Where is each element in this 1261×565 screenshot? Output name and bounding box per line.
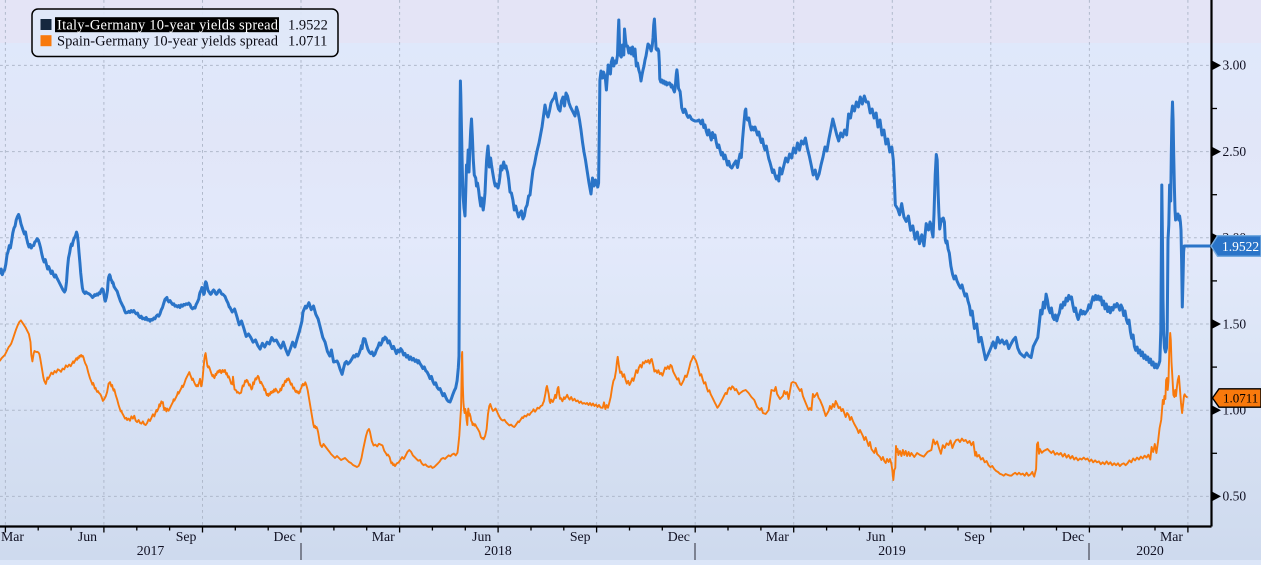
svg-text:Mar: Mar — [372, 529, 395, 544]
svg-text:Dec: Dec — [273, 529, 295, 544]
svg-text:Jun: Jun — [472, 529, 491, 544]
svg-text:1.0711: 1.0711 — [288, 34, 327, 50]
svg-text:3.00: 3.00 — [1223, 58, 1247, 73]
svg-text:2020: 2020 — [1136, 543, 1164, 558]
svg-text:1.9522: 1.9522 — [1222, 239, 1259, 254]
svg-text:1.50: 1.50 — [1223, 316, 1247, 331]
svg-text:2018: 2018 — [484, 543, 512, 558]
svg-text:Mar: Mar — [1160, 529, 1183, 544]
svg-text:Mar: Mar — [1, 529, 24, 544]
svg-text:2.50: 2.50 — [1223, 144, 1247, 159]
svg-text:Sep: Sep — [964, 529, 985, 544]
svg-text:Jun: Jun — [866, 529, 885, 544]
svg-text:Sep: Sep — [570, 529, 591, 544]
svg-text:1.9522: 1.9522 — [288, 17, 328, 33]
svg-text:2019: 2019 — [878, 543, 906, 558]
svg-text:1.0711: 1.0711 — [1223, 391, 1258, 406]
svg-text:Sep: Sep — [176, 529, 197, 544]
svg-text:0.50: 0.50 — [1223, 489, 1247, 504]
svg-text:2017: 2017 — [137, 543, 165, 558]
svg-text:Jun: Jun — [78, 529, 97, 544]
svg-text:Dec: Dec — [1062, 529, 1084, 544]
svg-text:Mar: Mar — [766, 529, 789, 544]
svg-text:Spain-Germany 10-year yields s: Spain-Germany 10-year yields spread — [57, 34, 279, 50]
svg-text:Italy-Germany 10-year yields s: Italy-Germany 10-year yields spread — [57, 17, 279, 33]
svg-text:Dec: Dec — [668, 529, 690, 544]
